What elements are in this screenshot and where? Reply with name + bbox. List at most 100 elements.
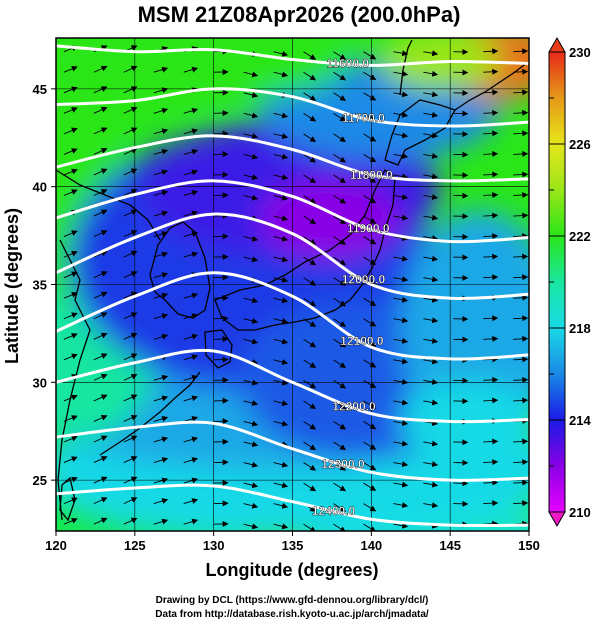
wind-vector-arrow: [483, 48, 499, 55]
wind-vector-arrow: [423, 481, 439, 488]
colorbar-tick-label: 214: [569, 413, 591, 428]
wind-vector-arrow: [303, 215, 317, 225]
wind-vector-arrow: [513, 479, 529, 486]
wind-vector-arrow: [63, 292, 78, 299]
wind-vector-arrow: [243, 194, 259, 201]
wind-vector-arrow: [363, 379, 377, 389]
x-tick-label: 145: [439, 538, 461, 553]
wind-vector-arrow: [153, 210, 169, 217]
wind-vector-arrow: [243, 71, 259, 78]
wind-vector-arrow: [123, 476, 138, 484]
wind-vector-arrow: [243, 235, 259, 242]
wind-vector-arrow: [273, 194, 289, 201]
wind-vector-arrow: [483, 500, 499, 507]
wind-vector-arrow: [363, 400, 377, 409]
wind-vector-arrow: [423, 173, 439, 180]
wind-vector-arrow: [483, 356, 499, 363]
wind-vector-arrow: [363, 51, 377, 60]
wind-vector-arrow: [423, 399, 439, 406]
wind-vector-arrow: [363, 503, 377, 512]
wind-vector-arrow: [393, 337, 409, 344]
wind-vector-arrow: [393, 50, 409, 57]
y-tick-label: 40: [33, 180, 47, 195]
wind-vector-arrow: [183, 128, 199, 135]
contour-label: 12100.0: [340, 334, 384, 348]
coastline-taiwan: [59, 476, 76, 522]
wind-vector-arrow: [153, 272, 169, 279]
x-axis-label: Longitude (degrees): [205, 560, 378, 580]
wind-vector-arrow: [513, 130, 529, 137]
wind-vector-arrow: [243, 133, 259, 139]
wind-vector-arrow: [183, 313, 199, 320]
height-contour-line: [56, 134, 529, 183]
wind-vector-arrow: [393, 111, 409, 118]
coastline-kurils: [454, 61, 529, 111]
contour-label: 11900.0: [347, 221, 390, 235]
wind-vector-arrow: [183, 333, 199, 340]
wind-vector-arrow: [483, 192, 499, 199]
wind-vector-arrow: [513, 150, 529, 157]
wind-vector-arrow: [333, 154, 347, 163]
wind-vector-arrow: [363, 154, 377, 163]
wind-vector-arrow: [513, 500, 529, 507]
wind-vector-arrow: [183, 148, 199, 155]
wind-vector-arrow: [93, 209, 108, 217]
wind-vector-arrow: [153, 498, 169, 505]
wind-vector-arrow: [513, 438, 529, 445]
wind-vector-arrow: [63, 189, 78, 196]
wind-vector-arrow: [333, 71, 347, 81]
wind-vector-arrow: [333, 338, 347, 348]
wind-vector-arrow: [153, 477, 169, 484]
wind-vector-arrow: [363, 277, 377, 286]
wind-vector-arrow: [183, 518, 199, 525]
wind-vector-arrow: [363, 421, 377, 430]
wind-vector-arrow: [333, 92, 347, 101]
wind-vector-arrow: [243, 174, 259, 181]
x-tick-label: 150: [518, 538, 540, 553]
wind-vector-arrow: [423, 132, 439, 139]
wind-vector-arrow: [303, 338, 317, 348]
wind-vector-arrow: [93, 332, 108, 340]
wind-vector-arrow: [153, 416, 169, 422]
wind-vector-arrow: [273, 276, 289, 283]
wind-vector-arrow: [153, 436, 169, 443]
wind-vector-arrow: [483, 315, 499, 322]
wind-vector-arrow: [123, 517, 138, 525]
wind-vector-arrow: [183, 251, 199, 258]
wind-vector-arrow: [153, 292, 169, 299]
wind-vector-arrow: [363, 133, 377, 142]
wind-vector-arrow: [153, 107, 169, 114]
wind-vector-arrow: [93, 435, 108, 443]
wind-vector-arrow: [273, 523, 289, 530]
wind-vector-arrow: [363, 441, 377, 450]
wind-vector-arrow: [93, 456, 108, 463]
coastline-kyushu: [204, 329, 233, 369]
wind-vector-arrow: [273, 379, 289, 386]
wind-vector-arrow: [393, 173, 409, 180]
wind-vector-arrow: [513, 171, 529, 178]
wind-vector-arrow: [363, 462, 377, 471]
wind-vector-arrow: [273, 359, 289, 365]
height-contour-line: [56, 483, 529, 528]
wind-vector-arrow: [243, 92, 259, 98]
wind-vector-arrow: [303, 297, 317, 307]
colorbar-tick-label: 222: [569, 229, 591, 244]
wind-vector-arrow: [303, 379, 317, 389]
wind-vector-arrow: [393, 522, 409, 529]
wind-vector-arrow: [393, 399, 409, 406]
coastline-korea: [149, 221, 211, 319]
wind-vector-arrow: [273, 482, 289, 489]
wind-vector-arrow: [93, 250, 108, 258]
wind-vector-arrow: [303, 236, 317, 245]
plot-area: 11600.0 11700.0 11800.0 11900.0 12000.0 12100…: [56, 38, 529, 531]
wind-vector-arrow: [513, 48, 529, 55]
wind-vector-arrow: [243, 153, 259, 160]
wind-vector-arrow: [243, 297, 259, 304]
wind-vector-arrow: [393, 255, 409, 262]
wind-vector-arrow: [423, 378, 439, 385]
wind-vector-arrow: [93, 65, 108, 73]
colorbar-tick-label: 230: [569, 45, 591, 60]
wind-vector-arrow: [183, 457, 199, 463]
wind-vector-arrow: [123, 415, 138, 422]
